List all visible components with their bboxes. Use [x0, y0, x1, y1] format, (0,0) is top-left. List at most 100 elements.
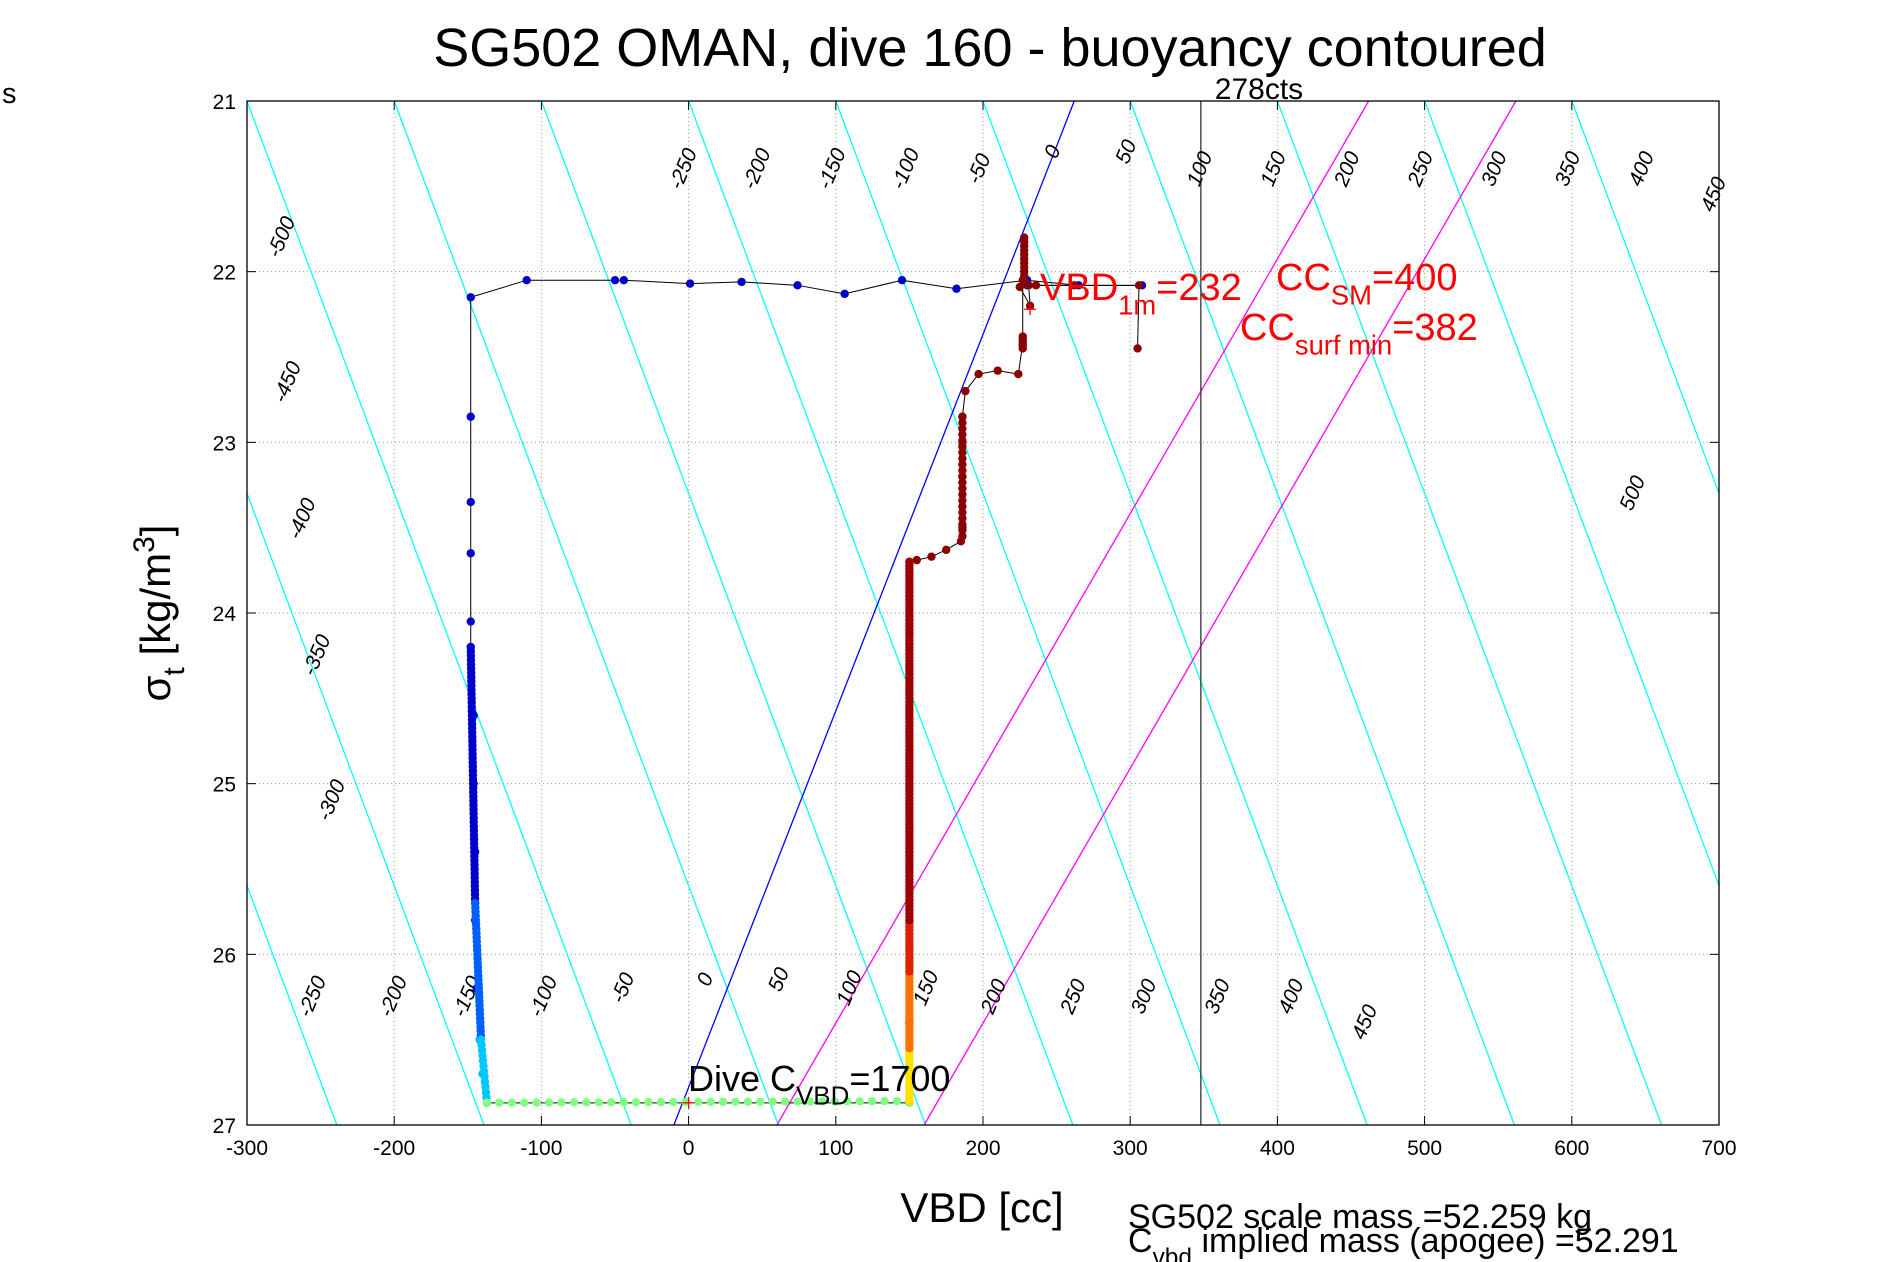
data-point [1031, 281, 1041, 290]
data-point [743, 1097, 753, 1106]
data-point [958, 496, 967, 505]
pump-count-label: 278cts [1215, 73, 1303, 106]
contour-label: -200 [738, 145, 776, 193]
contour-line [247, 101, 632, 1125]
data-point [927, 552, 936, 561]
contour-label: -100 [525, 972, 563, 1020]
y-tick-label: 25 [213, 774, 236, 797]
contour-label: -300 [313, 776, 351, 824]
data-point [557, 1098, 566, 1107]
data-point [867, 1097, 877, 1106]
contour-line [540, 101, 927, 1125]
contour-label: 150 [1256, 148, 1291, 190]
data-point [961, 386, 970, 396]
contour-label: -250 [294, 972, 332, 1020]
contour-label: 400 [1274, 976, 1309, 1018]
data-point [958, 484, 967, 493]
data-point [840, 289, 849, 299]
contour-label: 350 [1200, 976, 1235, 1018]
y-tick-label: 24 [213, 603, 237, 626]
y-tick-label: 26 [213, 944, 236, 967]
contour-line [1571, 101, 1719, 496]
chart-title: SG502 OMAN, dive 160 - buoyancy contoure… [433, 18, 1547, 78]
contour-label: -50 [963, 150, 996, 187]
data-point [1014, 369, 1023, 379]
data-point [569, 1098, 579, 1107]
contour-label: 100 [832, 967, 867, 1009]
series-line [908, 279, 1140, 1102]
contour-label: -400 [283, 495, 321, 543]
data-point [1070, 281, 1079, 290]
x-tick-label: 700 [1701, 1137, 1736, 1160]
data-point [952, 284, 961, 293]
contour-label: -200 [375, 972, 413, 1020]
contour-line [687, 101, 1074, 1125]
x-tick-label: 100 [818, 1137, 853, 1160]
data-point [780, 1097, 790, 1106]
data-point [1133, 344, 1142, 353]
cc-surf-min-annotation: CCsurf min=382 [1240, 307, 1478, 360]
data-point [669, 1097, 678, 1107]
reference-line [923, 101, 1517, 1125]
contour-label: -350 [298, 631, 336, 679]
contour-label: -500 [263, 213, 301, 261]
data-point [880, 1097, 889, 1106]
data-point [958, 424, 967, 433]
data-point [958, 502, 967, 511]
data-point [532, 1098, 541, 1107]
data-point [606, 1098, 616, 1107]
data-point [685, 279, 695, 288]
x-tick-label: 0 [683, 1137, 695, 1160]
data-point [843, 1097, 852, 1106]
contour-line [247, 883, 338, 1125]
data-point [544, 1098, 554, 1107]
y-tick-label: 27 [213, 1115, 236, 1138]
data-point [644, 1097, 653, 1107]
data-point [958, 532, 967, 541]
data-point [466, 617, 475, 626]
dive-cvbd-annotation: Dive CVBD=1700 [688, 1058, 950, 1111]
data-point [482, 1098, 492, 1108]
data-point [805, 1097, 815, 1106]
reference-line [673, 101, 1075, 1125]
data-point [830, 1097, 840, 1106]
data-point [466, 412, 475, 421]
x-tick-label: 400 [1260, 1137, 1295, 1160]
x-axis-label: VBD [cc] [900, 1184, 1063, 1231]
data-point [520, 1098, 529, 1107]
contour-label: 200 [1329, 148, 1364, 190]
data-point [466, 549, 475, 558]
data-point [958, 454, 967, 463]
data-point [958, 520, 967, 529]
vbd-1m-annotation: VBD1m=232 [1040, 267, 1242, 320]
data-point [958, 490, 967, 499]
data-point [768, 1097, 777, 1106]
grid [246, 100, 1720, 1126]
data-point [681, 1097, 690, 1107]
data-point [706, 1097, 715, 1107]
x-tick-label: -200 [373, 1137, 415, 1160]
contour-line [1276, 101, 1663, 1125]
data-point [495, 1098, 504, 1107]
data-point [631, 1098, 641, 1107]
data-point [718, 1097, 728, 1107]
contour-label: 300 [1127, 976, 1162, 1018]
contour-line [1423, 101, 1719, 888]
contour-line [1129, 101, 1516, 1125]
contour-label: 0 [1040, 142, 1066, 162]
data-series [466, 233, 1147, 1108]
dive-cvbd-marker [682, 1096, 695, 1109]
data-point [756, 1097, 765, 1106]
contour-label: 500 [1615, 472, 1650, 514]
data-point [1018, 332, 1027, 341]
data-point [958, 412, 967, 421]
contour-line [1718, 101, 1719, 103]
contour-label: 250 [1403, 148, 1438, 190]
y-tick-label: 22 [213, 262, 236, 285]
data-point [958, 436, 967, 445]
data-point [993, 366, 1002, 375]
data-point [1134, 281, 1144, 290]
contour-label: 50 [764, 964, 794, 995]
corner-label: s [2, 78, 17, 110]
